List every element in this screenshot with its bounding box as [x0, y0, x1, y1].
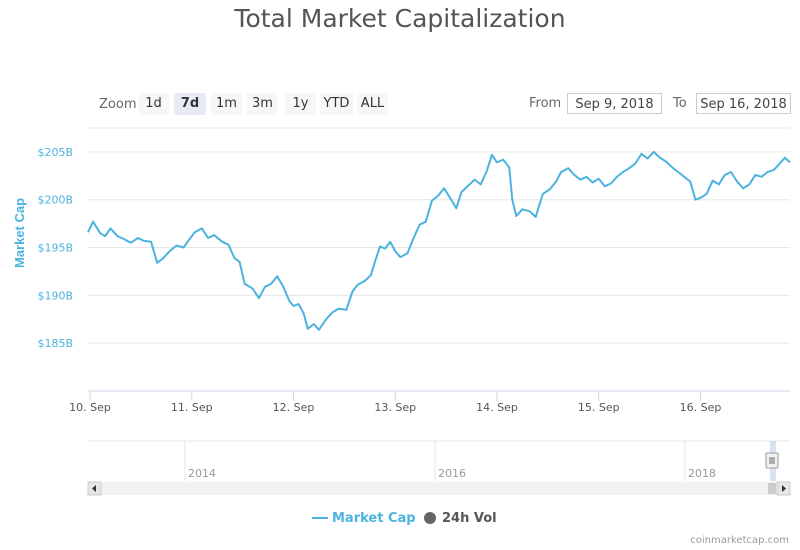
- zoom-ytd-button[interactable]: YTD: [320, 93, 353, 115]
- scrollbar[interactable]: [87, 481, 791, 496]
- x-tick-label: 10. Sep: [69, 401, 111, 414]
- from-date-input[interactable]: Sep 9, 2018: [567, 93, 662, 114]
- chart-title: Total Market Capitalization: [234, 4, 566, 33]
- zoom-7d-button[interactable]: 7d: [174, 93, 206, 115]
- legend-item-market-cap[interactable]: Market Cap: [332, 511, 416, 526]
- x-tick-label: 12. Sep: [273, 401, 315, 414]
- y-tick-label: $195B: [37, 242, 73, 255]
- navigator-tick-2018: 2018: [688, 467, 716, 480]
- navigator[interactable]: 2014 2016 2018: [88, 440, 790, 481]
- zoom-1y-button[interactable]: 1y: [285, 93, 316, 115]
- zoom-label: Zoom: [99, 97, 137, 112]
- y-axis-ticks: $185B $190B $195B $200B $205B: [37, 146, 73, 350]
- arrow-left-icon: [92, 485, 96, 492]
- from-label: From: [529, 96, 562, 111]
- x-tick-label: 16. Sep: [680, 401, 722, 414]
- navigator-tick-2014: 2014: [188, 467, 216, 480]
- legend-circle-icon: [424, 512, 436, 524]
- y-tick-label: $190B: [37, 289, 73, 302]
- navigator-handle[interactable]: [765, 452, 779, 469]
- zoom-all-button[interactable]: ALL: [357, 93, 388, 115]
- navigator-tick-2016: 2016: [438, 467, 466, 480]
- credit-link[interactable]: coinmarketcap.com: [690, 535, 789, 546]
- y-tick-label: $205B: [37, 146, 73, 159]
- x-tick-label: 13. Sep: [374, 401, 416, 414]
- arrow-right-icon: [782, 485, 786, 492]
- to-date-input[interactable]: Sep 16, 2018: [696, 93, 791, 114]
- y-axis-title: Market Cap: [12, 198, 27, 268]
- to-label: To: [673, 96, 687, 111]
- x-axis-ticks: 10. Sep 11. Sep 12. Sep 13. Sep 14. Sep 15. S…: [69, 391, 721, 414]
- x-tick-label: 15. Sep: [578, 401, 620, 414]
- zoom-1d-button[interactable]: 1d: [138, 93, 169, 115]
- legend-item-24h-vol[interactable]: 24h Vol: [442, 511, 497, 526]
- scrollbar-track[interactable]: [88, 482, 790, 495]
- gridlines: [88, 127, 790, 344]
- x-tick-label: 14. Sep: [476, 401, 518, 414]
- y-tick-label: $200B: [37, 194, 73, 207]
- scrollbar-thumb[interactable]: [768, 483, 776, 494]
- series-line-market-cap: [87, 150, 791, 331]
- x-tick-label: 11. Sep: [171, 401, 213, 414]
- y-tick-label: $185B: [37, 337, 73, 350]
- zoom-3m-button[interactable]: 3m: [247, 93, 278, 115]
- zoom-1m-button[interactable]: 1m: [211, 93, 242, 115]
